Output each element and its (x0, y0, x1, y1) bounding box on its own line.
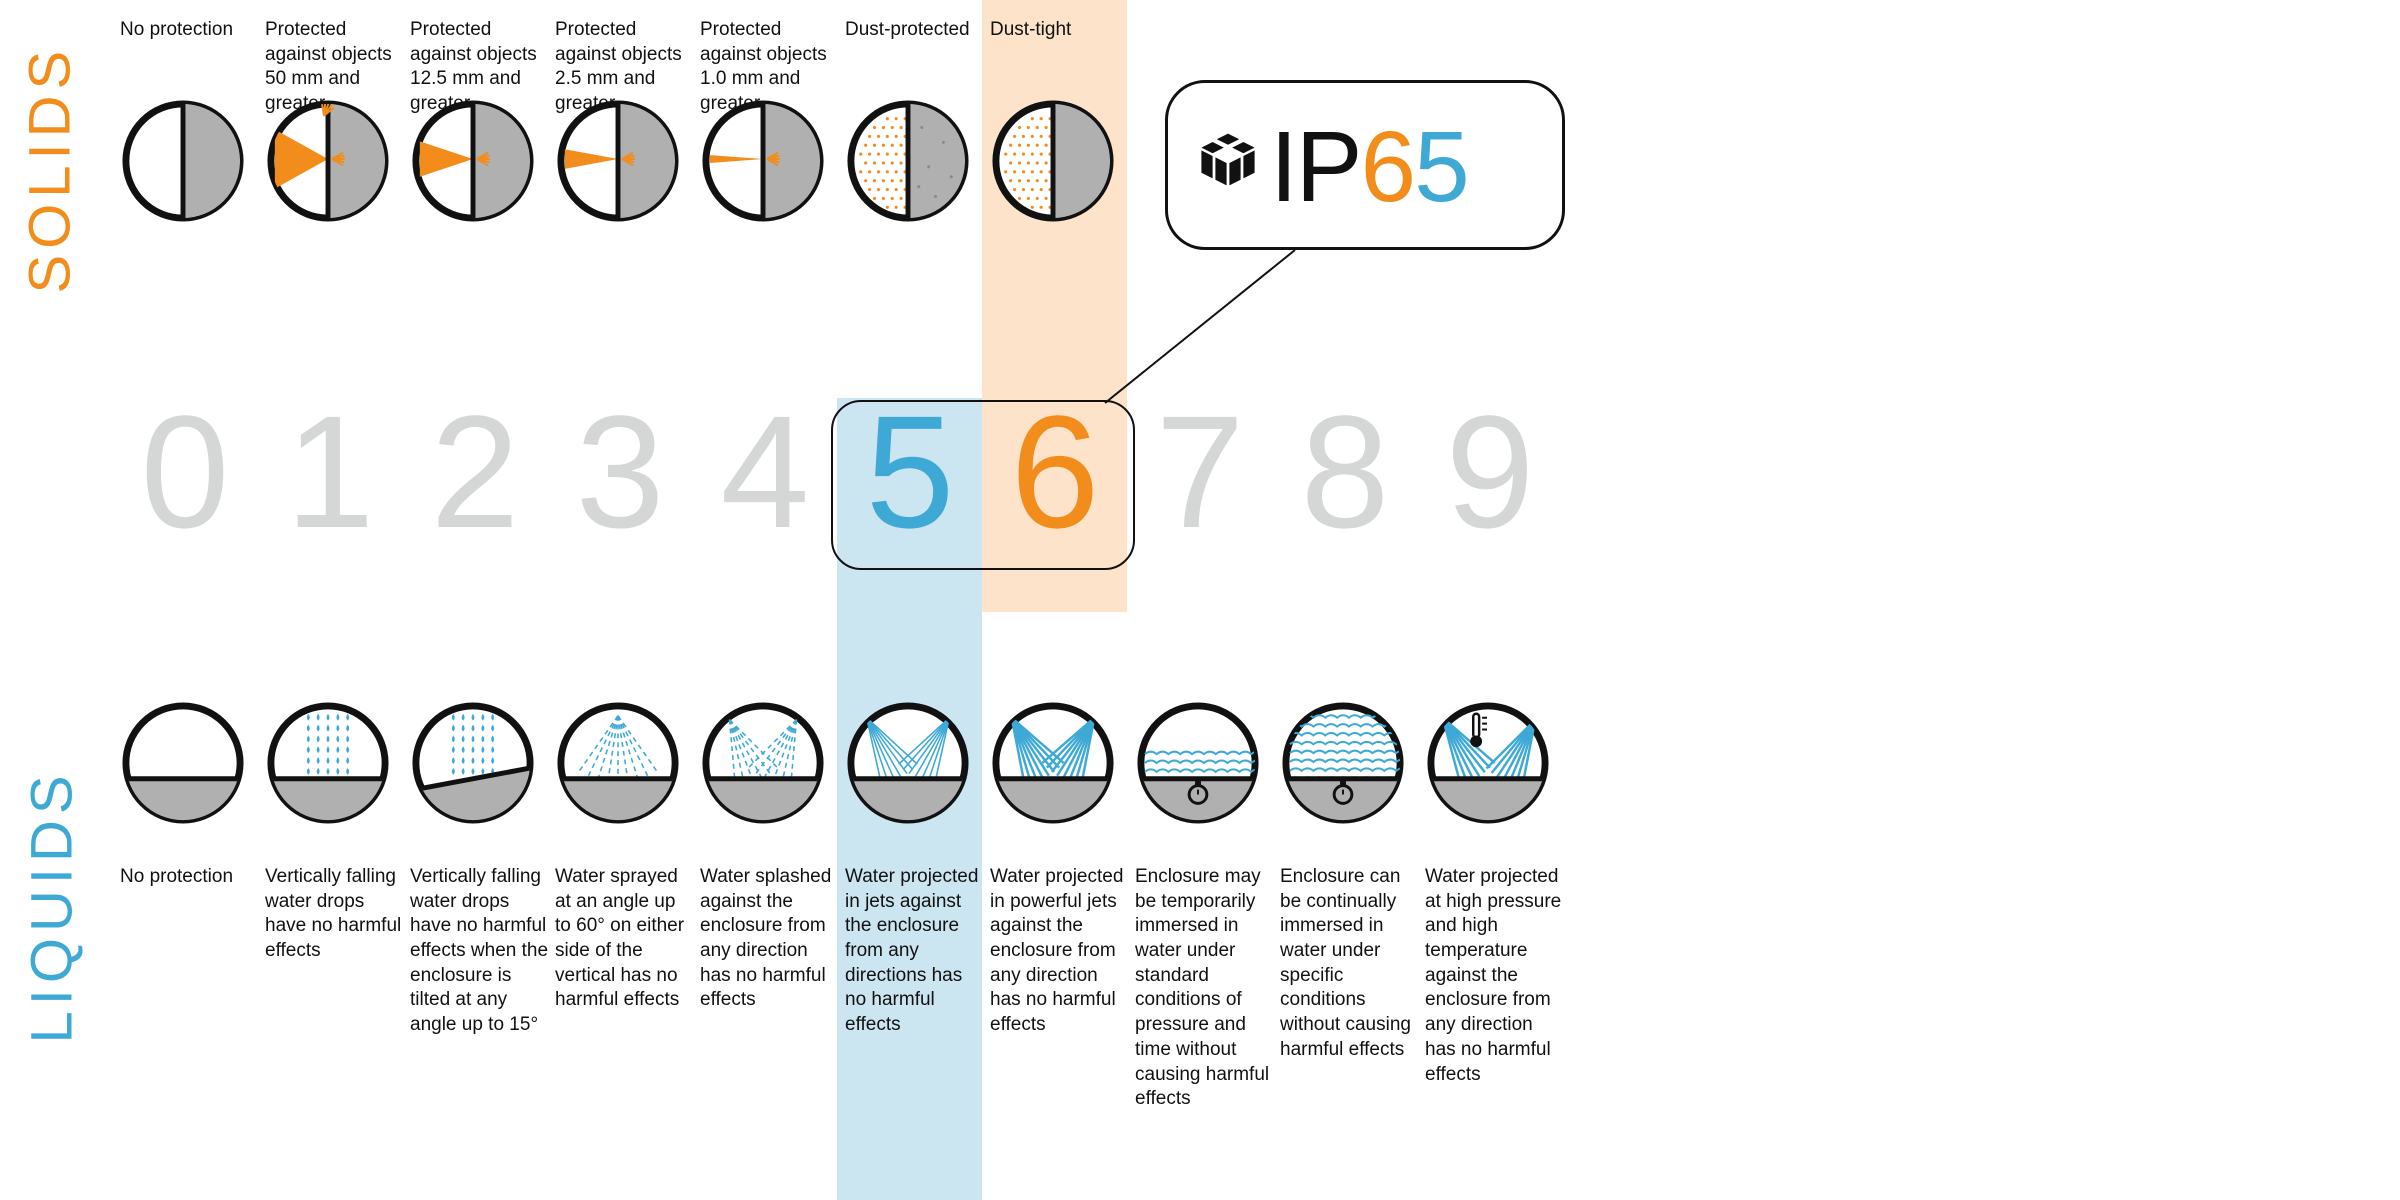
liquids-icon-3 (555, 700, 681, 826)
digit-7: 7 (1125, 380, 1275, 564)
digit-9: 9 (1415, 380, 1565, 564)
solids-desc-0: No protection (120, 18, 259, 43)
liquids-icon-7 (1135, 700, 1261, 826)
liquids-label: LIQUIDS (19, 764, 86, 1044)
solids-icon-6 (990, 98, 1116, 224)
ip-logo-icon (1193, 128, 1263, 198)
liquids-icon-8 (1280, 700, 1406, 826)
solids-desc-5: Dust-protected (845, 18, 984, 43)
liquids-icon-5 (845, 700, 971, 826)
solids-icon-1 (265, 98, 391, 224)
liquids-icon-2 (410, 700, 536, 826)
digit-2: 2 (400, 380, 550, 564)
solids-icon-5 (845, 98, 971, 224)
solids-icon-0 (120, 98, 246, 224)
liquids-desc-0: No protection (120, 865, 259, 890)
liquids-desc-2: Vertically falling water drops have no h… (410, 865, 549, 1038)
solids-label: SOLIDS (17, 34, 84, 294)
digit-0: 0 (110, 380, 260, 564)
liquids-icon-9 (1425, 700, 1551, 826)
digit-3: 3 (545, 380, 695, 564)
liquids-desc-5: Water projected in jets against the encl… (845, 865, 984, 1038)
liquids-desc-1: Vertically falling water drops have no h… (265, 865, 404, 964)
digit-4: 4 (690, 380, 840, 564)
digit-highlight-box (831, 400, 1135, 570)
solids-desc-6: Dust-tight (990, 18, 1129, 43)
liquids-desc-6: Water projected in powerful jets against… (990, 865, 1129, 1038)
solids-icon-3 (555, 98, 681, 224)
liquids-desc-3: Water sprayed at an angle up to 60° on e… (555, 865, 694, 1013)
liquids-desc-4: Water splashed against the enclosure fro… (700, 865, 839, 1013)
liquids-icon-0 (120, 700, 246, 826)
solids-icon-4 (700, 98, 826, 224)
digit-8: 8 (1270, 380, 1420, 564)
liquids-icon-4 (700, 700, 826, 826)
solids-icon-2 (410, 98, 536, 224)
liquids-icon-6 (990, 700, 1116, 826)
liquids-icon-1 (265, 700, 391, 826)
digit-1: 1 (255, 380, 405, 564)
liquids-desc-9: Water projected at high pressure and hig… (1425, 865, 1564, 1087)
liquids-desc-8: Enclosure can be continually immersed in… (1280, 865, 1419, 1063)
ip-callout-text: IP65 (1270, 110, 1468, 225)
liquids-desc-7: Enclosure may be temporarily immersed in… (1135, 865, 1274, 1112)
